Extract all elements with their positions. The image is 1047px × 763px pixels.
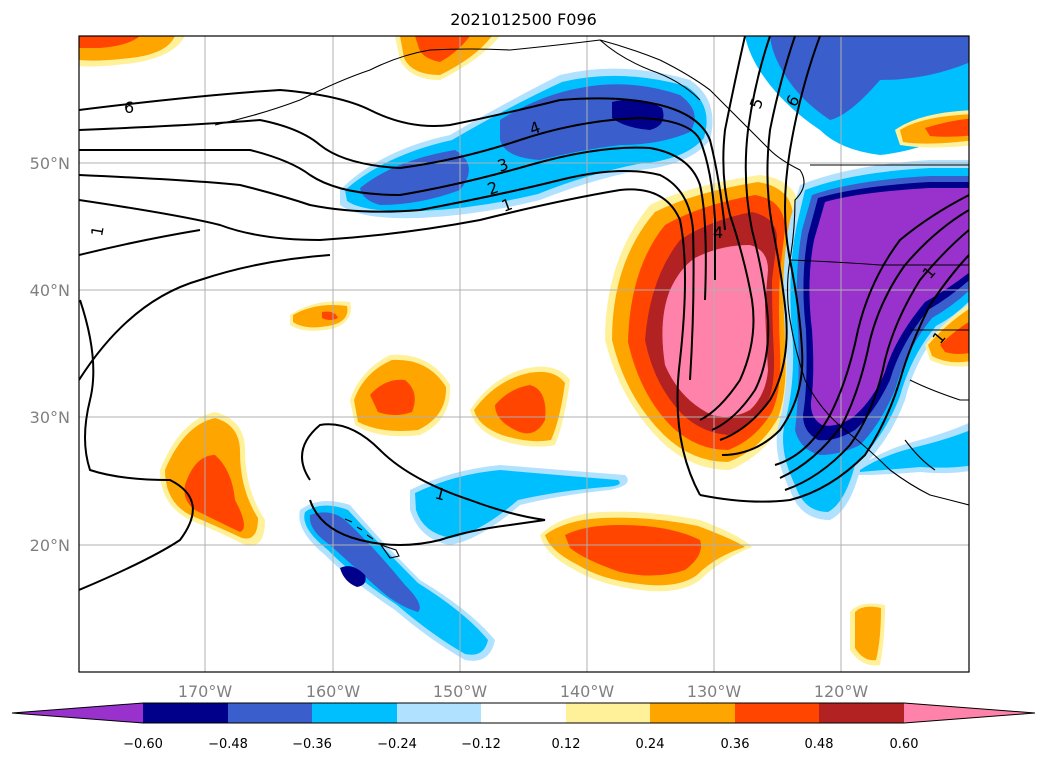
contour-label: 1 bbox=[87, 224, 107, 237]
lon-tick-label: 170°W bbox=[178, 682, 233, 701]
gridlines bbox=[79, 36, 969, 672]
contour-label: 1 bbox=[433, 484, 448, 505]
lon-tick-label: 140°W bbox=[560, 682, 615, 701]
colorbar-tick-label: −0.24 bbox=[377, 737, 417, 752]
lon-tick-label: 150°W bbox=[433, 682, 488, 701]
latitude-labels: 50°N 40°N 30°N 20°N bbox=[30, 154, 70, 555]
colorbar-tick-label: −0.48 bbox=[208, 737, 248, 752]
lat-tick-label: 50°N bbox=[30, 154, 70, 173]
colorbar: −0.60 −0.48 −0.36 −0.24 −0.12 0.12 0.24 … bbox=[11, 702, 1036, 752]
lon-tick-label: 120°W bbox=[814, 682, 869, 701]
shaded-field bbox=[79, 36, 969, 666]
colorbar-tick-label: −0.12 bbox=[461, 737, 501, 752]
colorbar-segment bbox=[566, 703, 650, 723]
colorbar-segment bbox=[481, 703, 566, 723]
colorbar-tick-label: 0.60 bbox=[890, 737, 919, 752]
colorbar-extend-min bbox=[12, 703, 143, 723]
lat-tick-label: 20°N bbox=[30, 536, 70, 555]
colorbar-tick-label: 0.36 bbox=[721, 737, 750, 752]
colorbar-segment bbox=[143, 703, 228, 723]
lat-tick-label: 30°N bbox=[30, 408, 70, 427]
colorbar-tick-label: 0.48 bbox=[805, 737, 834, 752]
longitude-labels: 170°W 160°W 150°W 140°W 130°W 120°W bbox=[178, 682, 869, 701]
contour-label: 6 bbox=[124, 98, 134, 117]
map-frame bbox=[78, 35, 970, 673]
colorbar-segment bbox=[735, 703, 819, 723]
colorbar-outline bbox=[11, 702, 1036, 724]
colorbar-extend-max bbox=[904, 703, 1035, 723]
colorbar-segment bbox=[819, 703, 904, 723]
contour-label: 4 bbox=[713, 223, 723, 242]
lon-tick-label: 160°W bbox=[306, 682, 361, 701]
colorbar-segment bbox=[397, 703, 481, 723]
colorbar-tick-label: −0.60 bbox=[123, 737, 163, 752]
height-contours bbox=[79, 36, 969, 591]
colorbar-segment bbox=[650, 703, 735, 723]
colorbar-tick-label: 0.24 bbox=[636, 737, 665, 752]
lat-tick-label: 40°N bbox=[30, 281, 70, 300]
map-title: 2021012500 F096 bbox=[450, 10, 597, 29]
lon-tick-label: 130°W bbox=[687, 682, 742, 701]
colorbar-tick-label: 0.12 bbox=[552, 737, 581, 752]
colorbar-segment bbox=[312, 703, 397, 723]
coastlines bbox=[214, 39, 969, 559]
colorbar-segment bbox=[228, 703, 312, 723]
colorbar-tick-label: −0.36 bbox=[292, 737, 332, 752]
